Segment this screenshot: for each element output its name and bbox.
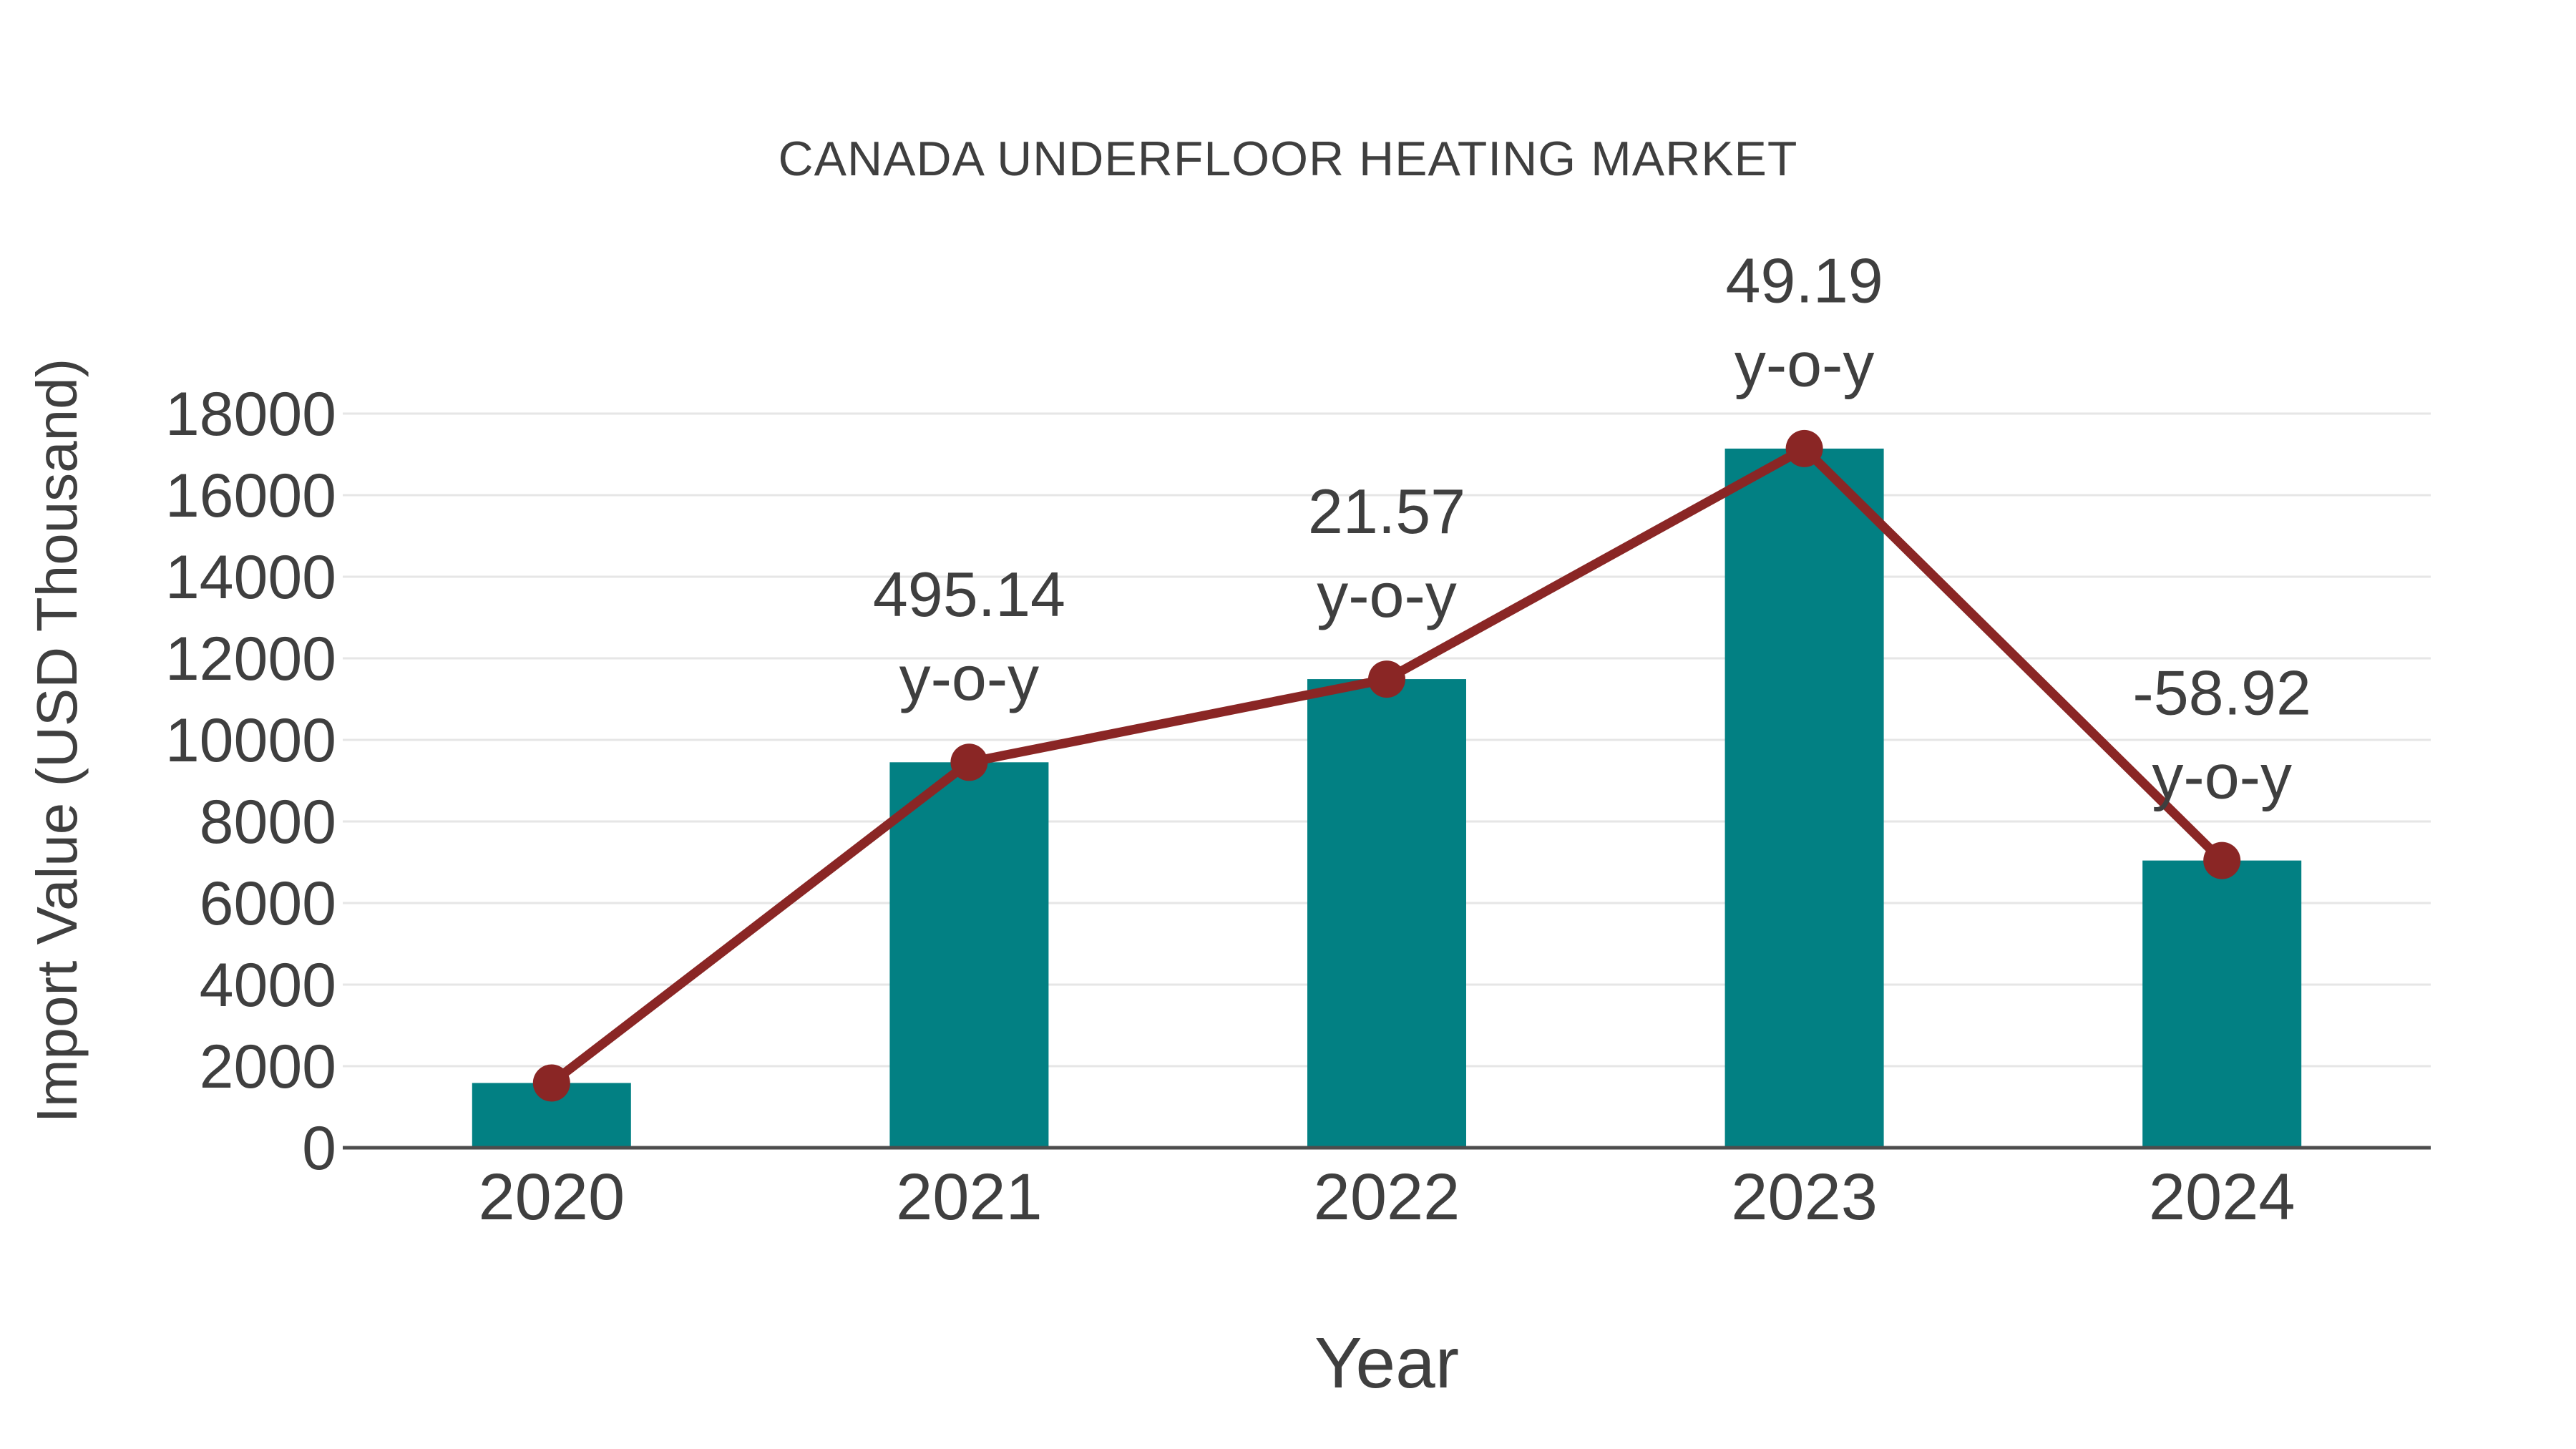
trend-marker-2022 bbox=[1368, 660, 1405, 698]
trend-marker-2021 bbox=[950, 743, 988, 781]
annotation-label-2022: y-o-y bbox=[1317, 560, 1457, 630]
annotation-label-2023: y-o-y bbox=[1735, 329, 1875, 400]
y-tick-label: 12000 bbox=[165, 625, 336, 693]
y-tick-label: 10000 bbox=[165, 706, 336, 775]
chart-title: CANADA UNDERFLOOR HEATING MARKET bbox=[778, 132, 1798, 186]
y-tick-label: 16000 bbox=[165, 462, 336, 530]
annotation-label-2024: y-o-y bbox=[2152, 741, 2292, 811]
annotation-value-2022: 21.57 bbox=[1308, 476, 1465, 547]
annotation-value-2024: -58.92 bbox=[2132, 657, 2311, 728]
x-tick-label: 2020 bbox=[478, 1161, 625, 1234]
x-tick-label: 2021 bbox=[896, 1161, 1043, 1234]
bar-2023 bbox=[1724, 448, 1884, 1148]
y-tick-label: 18000 bbox=[165, 380, 336, 449]
trend-marker-2024 bbox=[2203, 841, 2241, 879]
bar-2024 bbox=[2142, 860, 2302, 1148]
bar-2021 bbox=[889, 762, 1049, 1148]
x-tick-label: 2022 bbox=[1314, 1161, 1460, 1234]
annotation-value-2023: 49.19 bbox=[1725, 245, 1883, 316]
annotation-value-2021: 495.14 bbox=[873, 559, 1065, 630]
trend-marker-2020 bbox=[532, 1064, 570, 1102]
y-tick-label: 2000 bbox=[200, 1033, 336, 1101]
y-tick-label: 0 bbox=[302, 1114, 336, 1183]
y-tick-label: 14000 bbox=[165, 543, 336, 612]
y-tick-label: 6000 bbox=[200, 869, 336, 938]
annotation-label-2021: y-o-y bbox=[899, 643, 1040, 713]
trend-marker-2023 bbox=[1785, 429, 1823, 467]
x-tick-label: 2024 bbox=[2149, 1161, 2296, 1234]
y-tick-label: 4000 bbox=[200, 951, 336, 1020]
bar-2022 bbox=[1307, 679, 1466, 1148]
y-tick-label: 8000 bbox=[200, 788, 336, 857]
x-tick-label: 2023 bbox=[1731, 1161, 1878, 1234]
x-axis-title: Year bbox=[1314, 1323, 1460, 1403]
